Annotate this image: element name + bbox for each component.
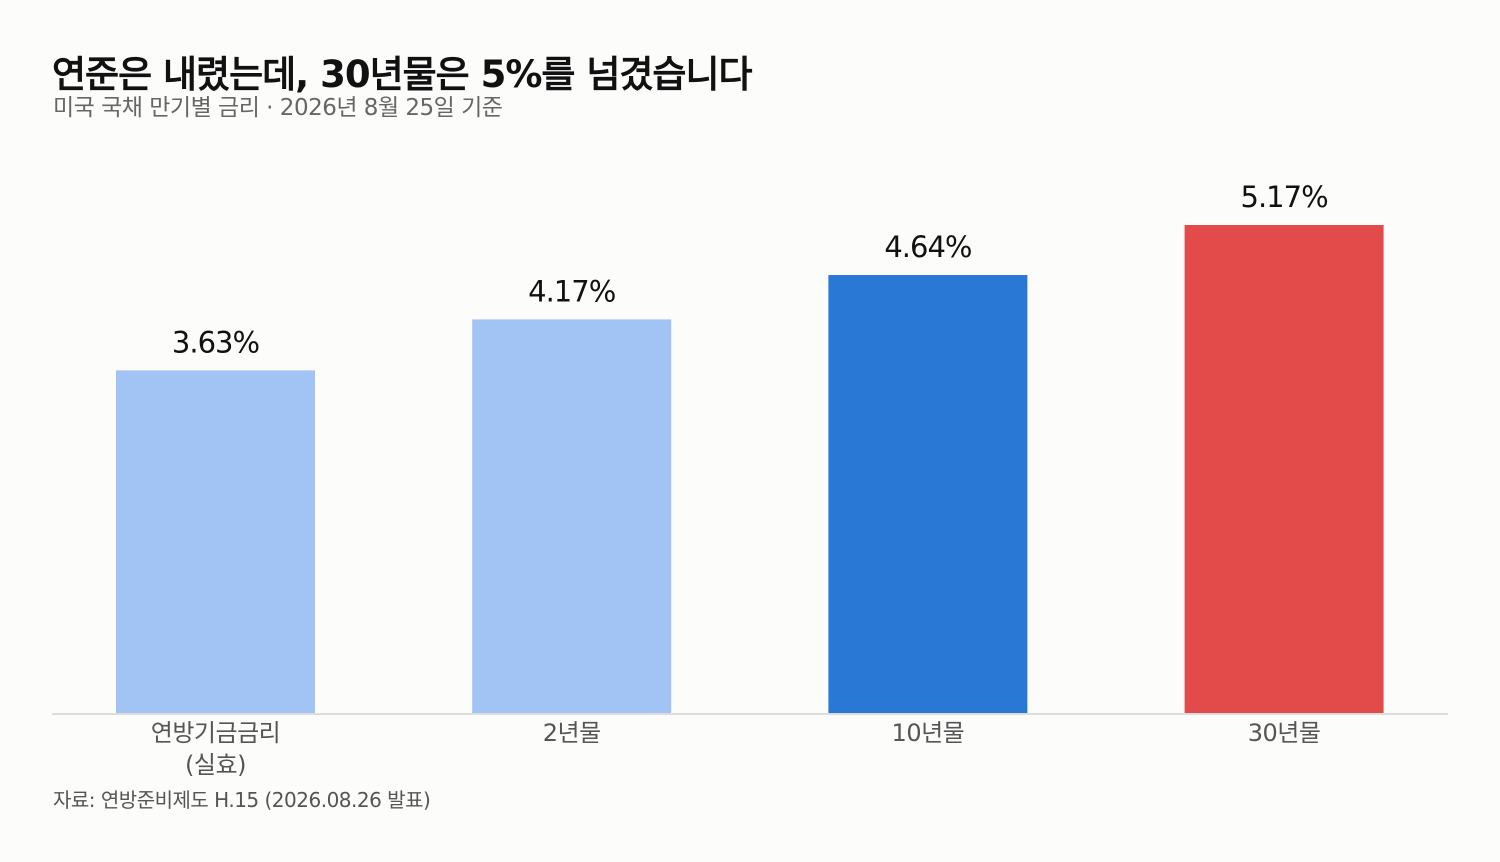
- data-label: 4.64%: [884, 230, 971, 264]
- x-tick-label: 10년물: [892, 719, 965, 747]
- chart-subtitle: 미국 국채 만기별 금리 · 2026년 8월 25일 기준: [53, 95, 503, 121]
- bar: [1184, 225, 1384, 713]
- bar: [116, 370, 315, 713]
- x-tick-label-line: (실효): [185, 751, 246, 779]
- x-tick-label-line: 10년물: [892, 719, 965, 747]
- bar: [828, 275, 1028, 713]
- bar: [472, 319, 672, 713]
- x-tick-label: 30년물: [1248, 719, 1321, 747]
- chart-title: 연준은 내렸는데, 30년물은 5%를 넘겼습니다: [52, 53, 753, 96]
- data-label: 5.17%: [1241, 180, 1328, 214]
- x-tick-label-line: 연방기금금리: [151, 719, 280, 747]
- x-tick-label-line: 2년물: [543, 719, 601, 747]
- data-label: 3.63%: [172, 325, 259, 359]
- x-tick-label: 연방기금금리 (실효): [151, 719, 280, 779]
- data-label: 4.17%: [528, 274, 615, 308]
- source-note: 자료: 연방준비제도 H.15 (2026.08.26 발표): [53, 788, 431, 812]
- x-tick-label-line: 30년물: [1248, 719, 1321, 747]
- x-tick-label: 2년물: [543, 719, 601, 747]
